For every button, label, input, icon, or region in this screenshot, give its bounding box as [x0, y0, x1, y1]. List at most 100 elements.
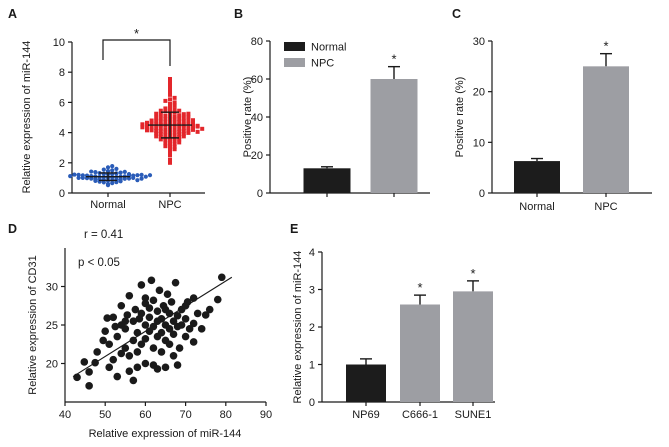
scatter-point: [185, 325, 194, 333]
npc-dot: [163, 141, 168, 146]
scatter-point: [123, 311, 132, 319]
npc-dot: [172, 107, 177, 112]
scatter-point: [153, 307, 162, 315]
npc-dot: [177, 135, 182, 140]
scatter-point: [197, 325, 206, 333]
scatter-point: [167, 298, 176, 306]
y-axis-label: Positive rate (%): [242, 77, 254, 158]
npc-dot: [172, 147, 177, 152]
npc-dot: [177, 132, 182, 137]
npc-dot: [158, 126, 163, 131]
npc-dot: [168, 139, 172, 144]
panel-letter: D: [8, 222, 17, 236]
normal-dot: [139, 172, 144, 177]
npc-dot: [140, 125, 145, 130]
npc-dot: [163, 127, 168, 132]
npc-dot: [168, 148, 172, 153]
scatter-point: [137, 281, 146, 289]
scatter-point: [169, 317, 178, 325]
npc-dot: [181, 126, 186, 131]
normal-dot: [147, 173, 153, 178]
npc-dot: [168, 153, 172, 158]
scatter-point: [80, 358, 89, 366]
y-tick-label: 10: [53, 37, 65, 49]
npc-dot: [154, 126, 159, 131]
npc-dot: [168, 86, 172, 91]
npc-dot: [163, 106, 168, 111]
panel-letter: C: [452, 7, 461, 21]
scatter-point: [129, 317, 138, 325]
normal-dot: [72, 172, 77, 177]
significance-bracket: [102, 39, 171, 66]
scatter-point: [141, 321, 150, 329]
normal-dot: [76, 172, 81, 177]
y-tick-label: 20: [46, 359, 58, 371]
npc-dot: [158, 137, 163, 142]
npc-dot: [172, 141, 177, 146]
scatter-point: [141, 359, 150, 368]
npc-dot: [172, 95, 177, 100]
npc-dot: [163, 138, 168, 143]
y-tick-label: 0: [309, 397, 315, 409]
scatter-point: [85, 368, 93, 376]
y-tick-label: 2: [59, 158, 65, 170]
x-category-label: SUNE1: [455, 409, 492, 421]
bar-np69: [346, 364, 386, 402]
npc-dot: [168, 76, 172, 81]
y-tick-label: 0: [59, 188, 65, 200]
npc-dot: [191, 118, 195, 123]
y-axis-label: Positive rate (%): [454, 77, 466, 158]
normal-dot: [139, 176, 144, 181]
y-tick-label: 3: [309, 285, 315, 297]
significance-star: *: [470, 266, 475, 281]
bar-c666-1: [400, 304, 440, 402]
x-category-label: NPC: [594, 201, 617, 213]
npc-dot: [186, 128, 191, 133]
scatter-point: [109, 313, 118, 322]
scatter-point: [125, 352, 134, 360]
npc-dot: [172, 117, 177, 122]
scatter-point: [149, 344, 158, 352]
scatter-point: [193, 309, 202, 318]
npc-dot: [163, 144, 168, 149]
npc-dot: [181, 134, 186, 139]
npc-dot: [168, 101, 172, 106]
y-tick-label: 60: [251, 74, 263, 86]
correlation-r-label: r = 0.41: [84, 229, 123, 241]
normal-dot: [76, 175, 81, 180]
y-tick-label: 2: [309, 322, 315, 334]
npc-dot: [191, 127, 195, 132]
npc-dot: [154, 111, 159, 116]
scatter-point: [157, 315, 166, 323]
panel-letter: B: [234, 7, 243, 21]
scatter-point: [173, 361, 182, 369]
normal-dot: [135, 173, 140, 178]
y-tick-label: 1: [309, 360, 315, 372]
bar-normal: [303, 168, 351, 193]
npc-dot: [163, 117, 168, 122]
scatter-point: [129, 376, 138, 385]
scatter-point: [105, 340, 114, 349]
npc-dot: [177, 108, 182, 113]
npc-dot: [149, 121, 154, 126]
scatter-point: [101, 327, 109, 335]
y-tick-label: 40: [251, 112, 263, 124]
npc-dot: [181, 131, 186, 136]
scatter-point: [113, 332, 122, 341]
normal-dot: [110, 181, 115, 186]
npc-dot: [158, 132, 163, 137]
scatter-point: [157, 348, 166, 356]
legend-swatch: [284, 42, 305, 51]
npc-dot: [168, 136, 172, 141]
normal-dot: [135, 178, 140, 183]
scatter-point: [141, 335, 150, 343]
x-tick-label: 40: [59, 409, 71, 421]
npc-dot: [149, 125, 154, 130]
panel-letter: E: [290, 222, 298, 236]
npc-dot: [163, 120, 168, 125]
npc-dot: [177, 126, 182, 131]
npc-dot: [191, 121, 195, 126]
npc-dot: [177, 137, 182, 142]
npc-dot: [177, 140, 182, 145]
x-category-label: Normal: [519, 201, 554, 213]
